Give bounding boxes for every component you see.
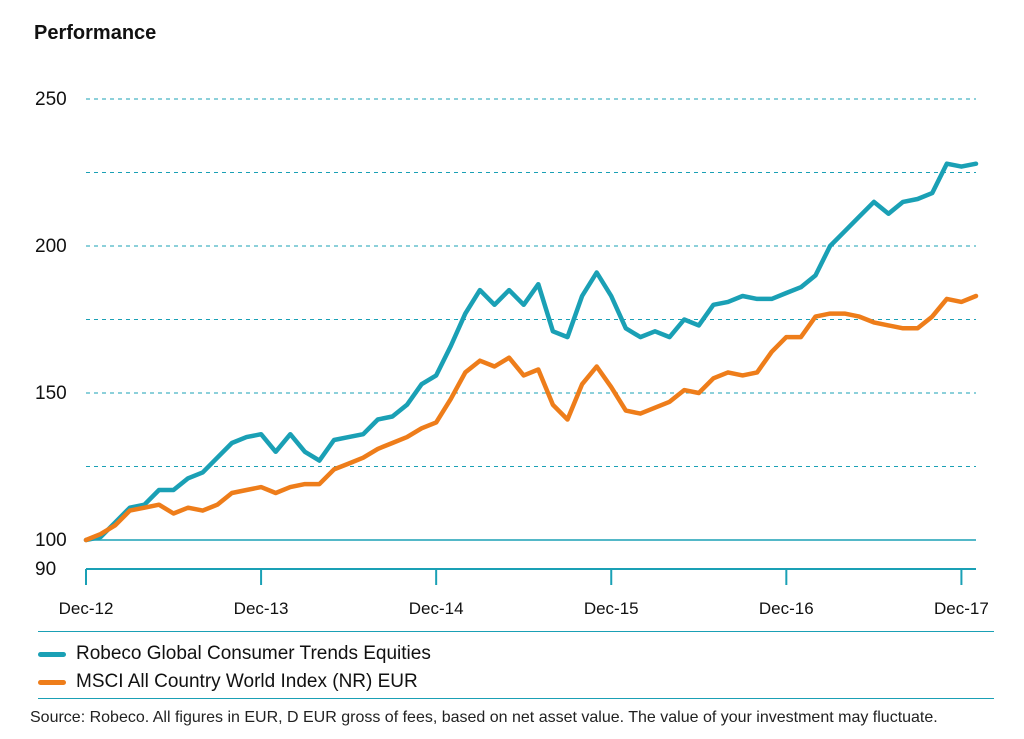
legend: Robeco Global Consumer Trends Equities M… — [38, 631, 994, 699]
legend-swatch-robeco — [38, 651, 66, 657]
series-lines — [83, 161, 979, 543]
series-line-2 — [83, 293, 979, 543]
legend-item-msci: MSCI All Country World Index (NR) EUR — [38, 669, 418, 695]
y-tick-label-200: 200 — [35, 236, 67, 257]
chart-title: Performance — [34, 22, 157, 44]
grid-lines — [86, 98, 976, 541]
x-tick-label-0: Dec-12 — [59, 599, 114, 618]
legend-item-robeco: Robeco Global Consumer Trends Equities — [38, 641, 431, 667]
x-tick-label-2: Dec-14 — [409, 599, 464, 618]
legend-label-msci: MSCI All Country World Index (NR) EUR — [76, 671, 418, 692]
legend-label-robeco: Robeco Global Consumer Trends Equities — [76, 643, 431, 664]
x-tick-label-3: Dec-15 — [584, 599, 639, 618]
legend-swatch-msci — [38, 679, 66, 685]
y-tick-label-150: 150 — [35, 383, 67, 404]
x-tick-label-1: Dec-13 — [234, 599, 289, 618]
x-tick-label-4: Dec-16 — [759, 599, 814, 618]
source-note: Source: Robeco. All figures in EUR, D EU… — [30, 709, 938, 726]
x-tick-label-5: Dec-17 — [934, 599, 989, 618]
y-tick-label-250: 250 — [35, 89, 67, 110]
series-line-1 — [83, 161, 979, 543]
y-tick-label-100: 100 — [35, 530, 67, 551]
y-tick-label-90: 90 — [35, 559, 56, 580]
y-axis-labels: 90 100 150 200 250 — [35, 89, 67, 580]
x-axis: Dec-12 Dec-13 Dec-14 Dec-15 Dec-16 Dec-17 — [59, 568, 989, 618]
